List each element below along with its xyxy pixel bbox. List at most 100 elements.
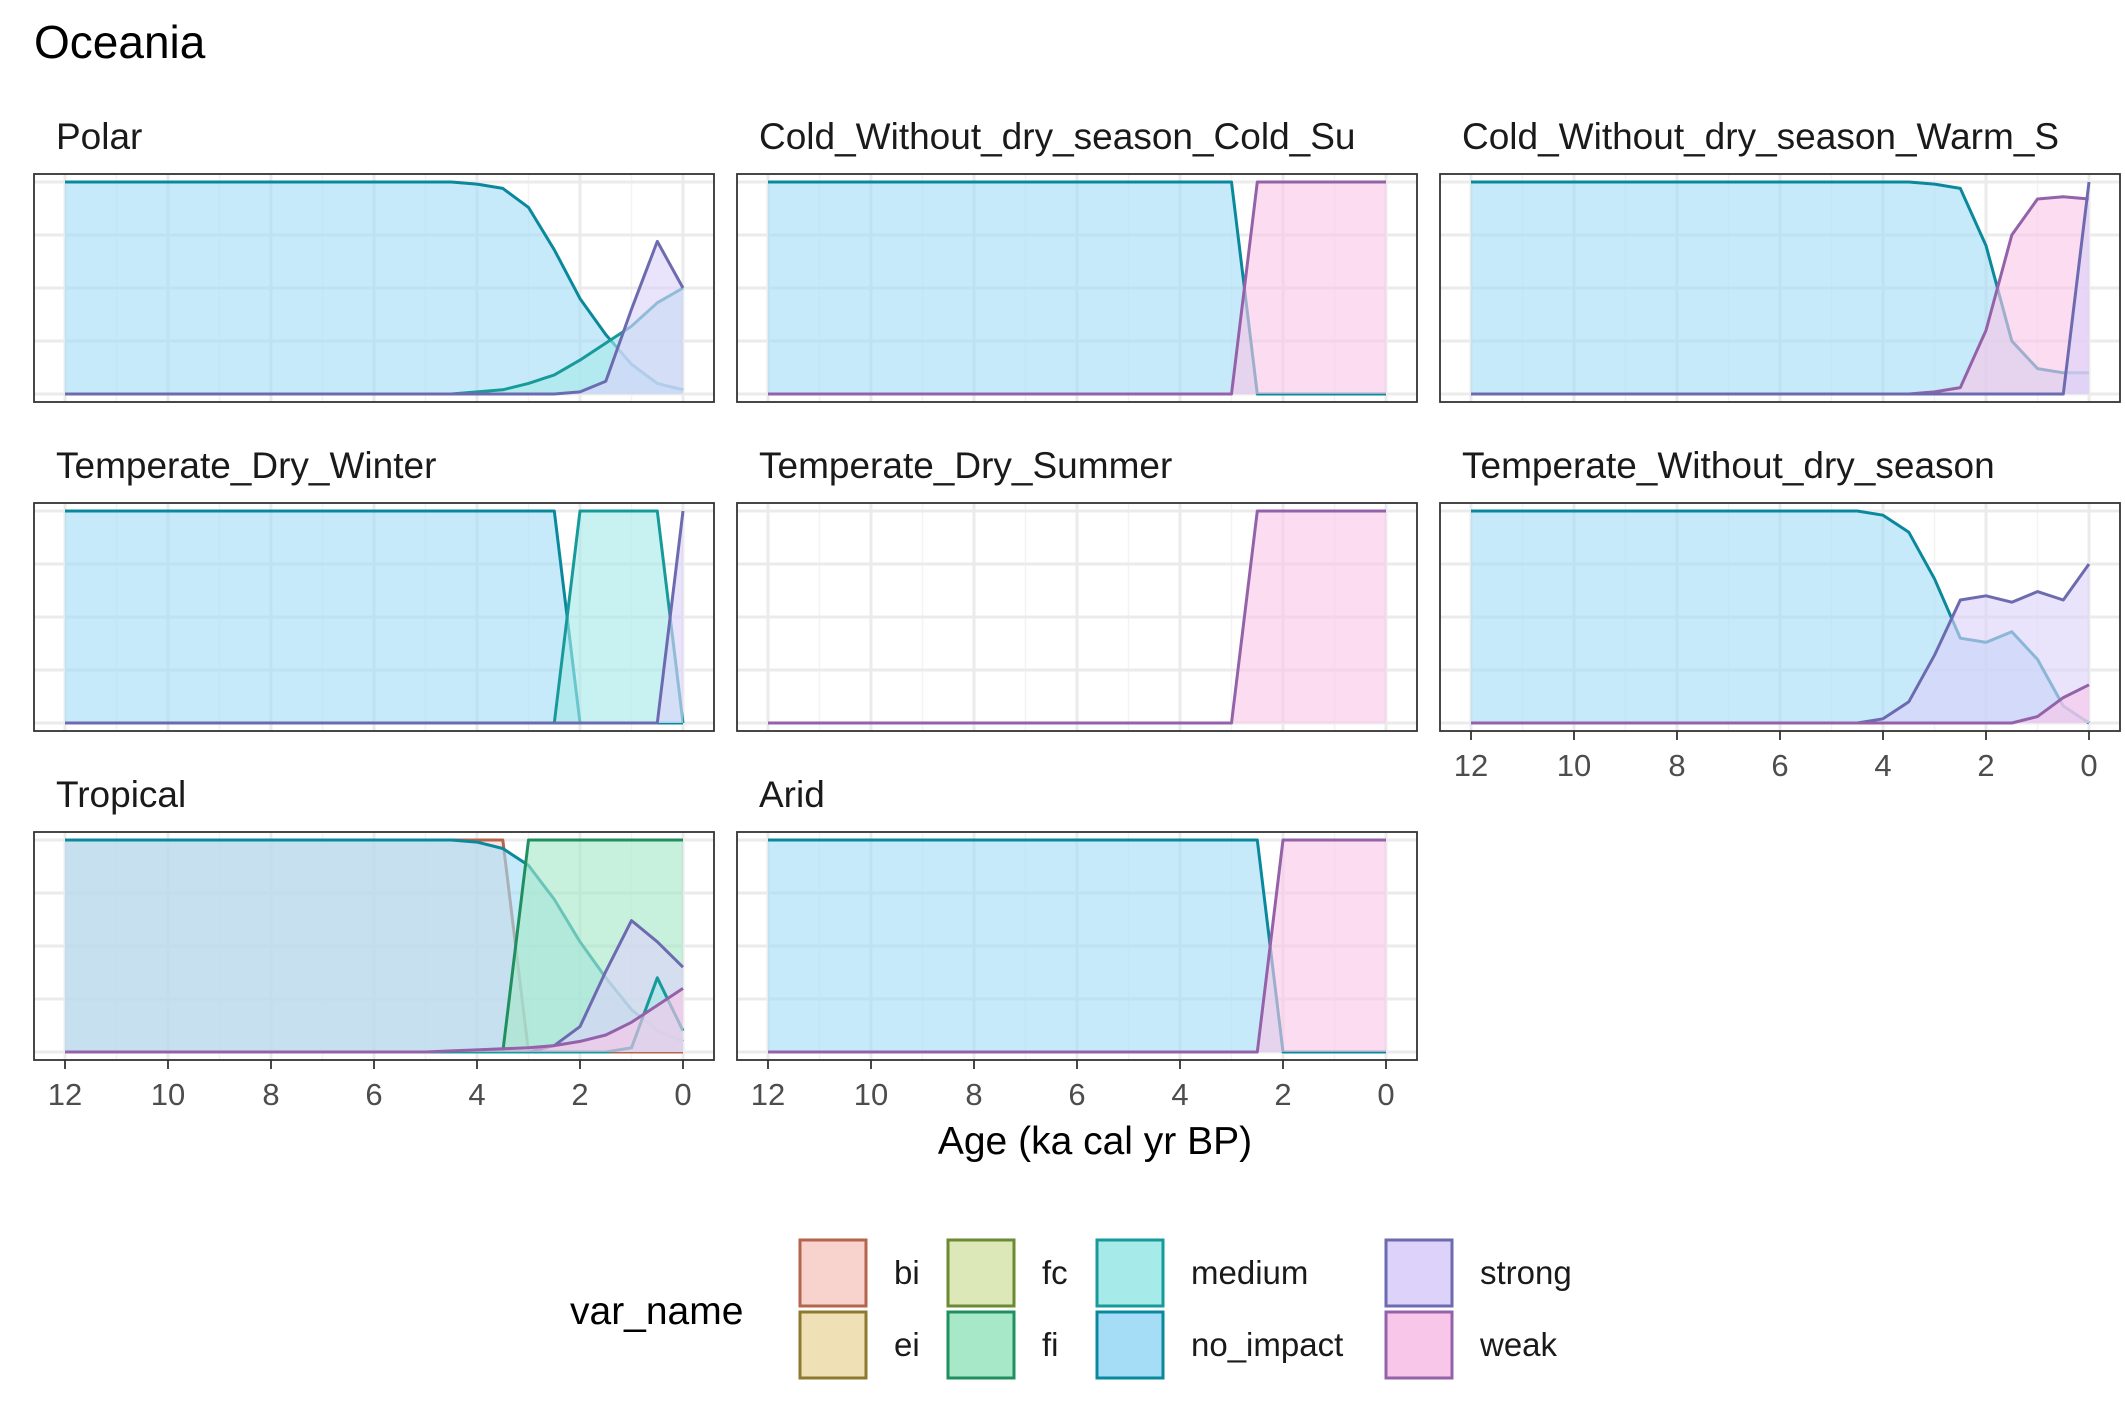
panel-border — [33, 173, 715, 403]
legend-label-medium: medium — [1191, 1254, 1308, 1291]
panel-border — [33, 502, 715, 732]
area-no_impact — [65, 182, 683, 394]
facet-strip-title: Temperate_Dry_Summer — [759, 445, 1172, 486]
line-no_impact — [1471, 180, 2089, 375]
series-layer — [768, 838, 1386, 1054]
panel-border — [1439, 173, 2121, 403]
x-axis: 12 10 8 6 4 2 0 — [751, 1060, 1395, 1112]
series-layer — [65, 509, 685, 725]
legend-item-medium: medium — [1095, 1238, 1308, 1308]
facet-strip-title: Tropical — [56, 774, 186, 815]
x-tick-label: 8 — [262, 1077, 279, 1112]
facet-strip-title: Arid — [759, 774, 825, 815]
area-no_impact — [1471, 182, 2089, 394]
facet-panels: Polar Cold_Without_dry_season_Cold_Su Cold… — [33, 116, 2121, 1112]
area-weak — [768, 840, 1386, 1052]
line-no_impact — [65, 180, 684, 392]
legend-key-fi — [946, 1310, 1016, 1380]
x-tick-label: 6 — [1068, 1077, 1085, 1112]
facet-strip-title: Cold_Without_dry_season_Warm_S — [1462, 116, 2059, 157]
area-strong — [1471, 564, 2089, 723]
legend-item-strong: strong — [1384, 1238, 1572, 1308]
x-tick-label: 4 — [468, 1077, 485, 1112]
area-weak — [768, 182, 1386, 394]
area-no_impact — [768, 182, 1386, 394]
x-tick-label: 8 — [1668, 748, 1685, 783]
x-tick-label: 0 — [2080, 748, 2097, 783]
facet-panel: Arid 12 10 8 6 4 2 0 — [736, 774, 1418, 1112]
x-tick-label: 12 — [1454, 748, 1488, 783]
legend-title: var_name — [570, 1290, 743, 1333]
legend-item-ei: ei — [798, 1310, 920, 1380]
x-tick-label: 6 — [365, 1077, 382, 1112]
facet-panel: Cold_Without_dry_season_Cold_Su — [736, 116, 1418, 403]
series-layer — [768, 509, 1386, 725]
area-medium — [65, 511, 683, 723]
area-weak — [768, 511, 1386, 723]
x-tick-label: 12 — [48, 1077, 82, 1112]
x-tick-label: 10 — [151, 1077, 185, 1112]
line-strong — [1471, 181, 2091, 396]
legend: var_name bi ei fc fi medium no_impact strong we… — [570, 1238, 1572, 1380]
x-tick-label: 0 — [674, 1077, 691, 1112]
legend-label-no_impact: no_impact — [1191, 1326, 1343, 1363]
line-strong — [65, 510, 685, 725]
legend-item-bi: bi — [798, 1238, 920, 1308]
legend-key-strong — [1384, 1238, 1454, 1308]
facet-panel: Temperate_Without_dry_season 12 10 8 6 4 2 0 — [1439, 445, 2121, 783]
line-weak — [768, 509, 1386, 725]
facet-panel: Polar — [33, 116, 715, 403]
x-tick-label: 10 — [1557, 748, 1591, 783]
legend-item-fc: fc — [946, 1238, 1068, 1308]
line-strong — [65, 239, 685, 396]
series-layer — [65, 180, 685, 396]
facet-panel: Temperate_Dry_Winter — [33, 445, 715, 732]
facet-panel: Temperate_Dry_Summer — [736, 445, 1418, 732]
series-layer — [1471, 180, 2091, 396]
facet-strip-title: Temperate_Dry_Winter — [56, 445, 436, 486]
x-tick-label: 2 — [1274, 1077, 1291, 1112]
x-tick-label: 4 — [1171, 1077, 1188, 1112]
legend-key-medium — [1095, 1238, 1165, 1308]
line-weak — [65, 987, 684, 1054]
legend-key-ei — [798, 1310, 868, 1380]
area-strong — [65, 241, 683, 394]
x-tick-label: 2 — [571, 1077, 588, 1112]
x-tick-label: 0 — [1377, 1077, 1394, 1112]
x-tick-label: 6 — [1771, 748, 1788, 783]
series-layer — [768, 180, 1386, 396]
legend-label-strong: strong — [1480, 1254, 1572, 1291]
legend-label-bi: bi — [894, 1254, 920, 1291]
area-no_impact — [768, 840, 1386, 1052]
legend-key-weak — [1384, 1310, 1454, 1380]
area-fi — [65, 840, 683, 1052]
legend-item-no_impact: no_impact — [1095, 1310, 1343, 1380]
x-tick-label: 12 — [751, 1077, 785, 1112]
facet-panel: Tropical 12 10 8 6 4 2 0 — [33, 774, 715, 1112]
chart-title: Oceania — [34, 16, 206, 68]
x-tick-label: 8 — [965, 1077, 982, 1112]
legend-label-weak: weak — [1479, 1326, 1558, 1363]
x-axis: 12 10 8 6 4 2 0 — [48, 1060, 692, 1112]
line-weak — [1471, 683, 2090, 725]
panel-border — [736, 173, 1418, 403]
panel-border — [736, 502, 1418, 732]
line-weak — [768, 180, 1386, 396]
x-tick-label: 4 — [1874, 748, 1891, 783]
series-layer — [1471, 509, 2091, 725]
facet-strip-title: Polar — [56, 116, 142, 157]
facet-strip-title: Cold_Without_dry_season_Cold_Su — [759, 116, 1355, 157]
area-no_impact — [65, 511, 683, 723]
series-layer — [65, 838, 685, 1054]
line-weak — [768, 838, 1386, 1054]
legend-key-fc — [946, 1238, 1016, 1308]
x-axis-label: Age (ka cal yr BP) — [938, 1120, 1252, 1163]
x-tick-label: 10 — [854, 1077, 888, 1112]
legend-item-fi: fi — [946, 1310, 1059, 1380]
legend-label-fi: fi — [1042, 1326, 1059, 1363]
area-weak — [65, 988, 683, 1052]
legend-item-weak: weak — [1384, 1310, 1558, 1380]
legend-key-no_impact — [1095, 1310, 1165, 1380]
legend-key-bi — [798, 1238, 868, 1308]
